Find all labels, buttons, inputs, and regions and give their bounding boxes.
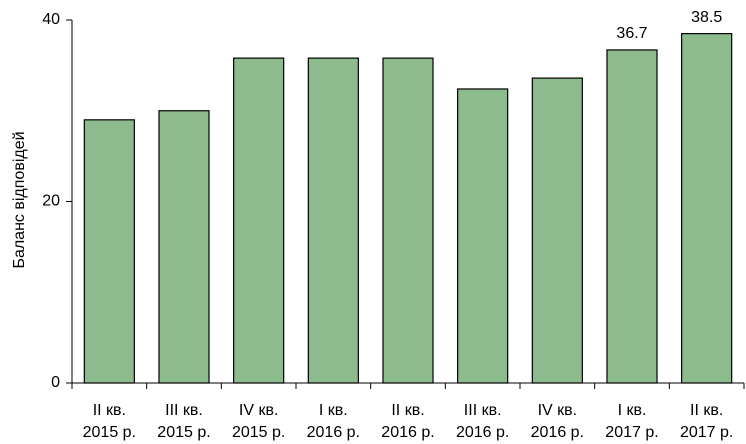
x-tick-label: I кв.: [319, 402, 348, 419]
x-tick-label: 2015 р.: [232, 424, 285, 441]
x-tick-label: I кв.: [618, 402, 647, 419]
x-tick-label: 2015 р.: [157, 424, 210, 441]
value-label: 36.7: [616, 25, 647, 42]
x-tick-label: II кв.: [690, 402, 723, 419]
x-tick-label: II кв.: [391, 402, 424, 419]
x-tick-label: 2016 р.: [307, 424, 360, 441]
x-tick-label: IV кв.: [239, 402, 279, 419]
bar: [83, 119, 135, 384]
y-tick-label: 0: [51, 374, 60, 391]
value-label: 38.5: [691, 9, 722, 26]
x-tick-label: 2016 р.: [456, 424, 509, 441]
y-tick-label: 40: [42, 11, 60, 28]
x-tick-label: III кв.: [464, 402, 502, 419]
x-tick-label: 2017 р.: [680, 424, 733, 441]
x-tick-label: 2016 р.: [381, 424, 434, 441]
x-tick-label: II кв.: [93, 402, 126, 419]
bar: [233, 57, 285, 384]
bar: [531, 77, 583, 384]
x-tick-label: 2016 р.: [531, 424, 584, 441]
bar: [382, 57, 434, 384]
x-tick-label: 2017 р.: [605, 424, 658, 441]
bar: [307, 57, 359, 384]
bar: [158, 110, 210, 384]
bar: [681, 33, 733, 384]
y-tick-label: 20: [42, 193, 60, 210]
x-tick-label: III кв.: [165, 402, 203, 419]
x-tick-label: 2015 р.: [83, 424, 136, 441]
bar: [606, 49, 658, 384]
x-tick-label: IV кв.: [538, 402, 578, 419]
bar: [457, 88, 509, 384]
y-axis-title: Баланс відповідей: [11, 131, 28, 268]
